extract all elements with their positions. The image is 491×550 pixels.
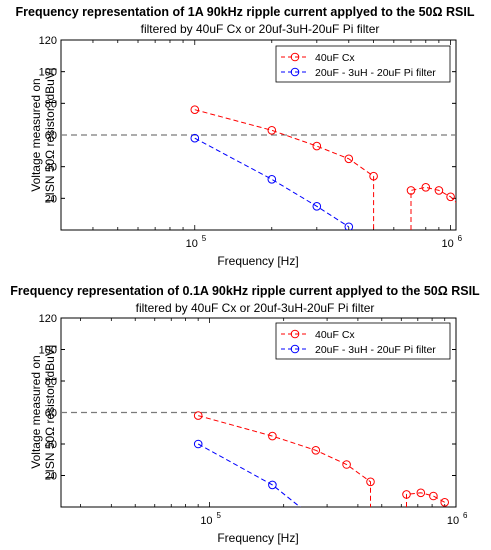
chart-1-legend-blue-marker (290, 67, 300, 77)
data-point (457, 204, 465, 212)
data-point (312, 141, 322, 151)
data-point (476, 212, 484, 220)
chart-1-ylabel-line-1: Voltage measured on (29, 78, 43, 191)
data-point (267, 126, 277, 135)
chart-2-xlabel: Frequency [Hz] (217, 531, 298, 545)
chart-2-legend-series-1: 40uF Cx (315, 329, 355, 341)
series-line (480, 211, 491, 230)
chart-2-ylabel-line-2: LISN 50Ω resistor [dBuV] (43, 345, 57, 479)
chart-1-title: Frequency representation of 1A 90kHz rip… (16, 5, 475, 19)
chart-1-legend-series-2: 20uF - 3uH - 20uF Pi filter (315, 67, 436, 79)
series-group (190, 105, 491, 230)
data-point (190, 133, 200, 143)
chart-1-legend-red-marker (290, 52, 300, 62)
chart-2: Frequency representation of 0.1A 90kHz r… (10, 284, 480, 545)
data-point (366, 477, 375, 487)
data-point (440, 498, 450, 507)
y-tick-label: 100 (39, 67, 57, 79)
data-point (193, 439, 203, 449)
series-line (194, 137, 350, 228)
chart-2-legend-blue-marker (290, 344, 300, 354)
y-tick-label: 20 (45, 193, 57, 205)
series-line (198, 415, 371, 507)
chart-2-marks (61, 411, 456, 507)
y-tick-label: 80 (45, 376, 57, 388)
data-point (369, 171, 378, 181)
x-tick-exponent: 6 (458, 234, 463, 243)
series-line (197, 443, 301, 507)
chart-2-title: Frequency representation of 0.1A 90kHz r… (10, 284, 480, 298)
data-point (416, 488, 426, 498)
y-tick-label: 100 (39, 345, 57, 357)
chart-1-legend-box (275, 45, 451, 83)
data-point (484, 207, 491, 215)
data-point (342, 460, 351, 469)
data-point (429, 491, 438, 501)
chart-2-ylabel-line-1: Voltage measured on (29, 355, 43, 468)
x-tick-label: 10 (447, 515, 459, 527)
data-point (312, 202, 322, 211)
x-tick-label: 10 (200, 515, 212, 527)
data-point (267, 175, 277, 184)
y-tick-label: 40 (45, 162, 57, 174)
y-tick-label: 40 (45, 439, 57, 451)
data-point (406, 186, 416, 195)
chart-2-legend-box (275, 322, 451, 360)
chart-1-ylabel-line-2: LISN 50Ω resistor [dBuV] (43, 68, 57, 202)
x-tick-label: 10 (186, 238, 198, 250)
chart-1: Frequency representation of 1A 90kHz rip… (16, 5, 491, 268)
data-point (311, 446, 321, 455)
series-group (193, 411, 450, 507)
chart-1-xlabel: Frequency [Hz] (217, 254, 298, 268)
chart-1-subtitle: filtered by 40uF Cx or 20uf-3uH-20uF Pi … (141, 22, 380, 36)
data-point (268, 480, 277, 490)
data-point (446, 192, 455, 202)
data-point (344, 154, 354, 164)
x-tick-label: 10 (441, 238, 453, 250)
data-point (344, 222, 354, 230)
chart-2-legend: 40uF Cx 20uF - 3uH - 20uF Pi filter (275, 322, 451, 360)
data-point (268, 431, 277, 441)
chart-2-legend-series-2: 20uF - 3uH - 20uF Pi filter (315, 344, 436, 356)
y-tick-label: 120 (39, 313, 57, 325)
y-tick-label: 20 (45, 471, 57, 483)
series-line (194, 109, 375, 230)
chart-1-legend-series-1: 40uF Cx (315, 52, 355, 64)
data-point (193, 411, 203, 420)
data-point (421, 183, 431, 192)
x-tick-exponent: 5 (202, 234, 207, 243)
x-tick-exponent: 5 (216, 511, 221, 520)
chart-2-legend-red-marker (290, 329, 300, 339)
y-tick-label: 80 (45, 98, 57, 110)
y-tick-label: 60 (45, 408, 57, 420)
data-point (190, 105, 200, 114)
x-tick-exponent: 6 (463, 511, 468, 520)
data-point (402, 490, 411, 499)
chart-2-subtitle: filtered by 40uF Cx or 20uf-3uH-20uF Pi … (136, 301, 375, 315)
data-point (434, 186, 444, 195)
chart-1-legend: 40uF Cx 20uF - 3uH - 20uF Pi filter (275, 45, 451, 83)
y-tick-label: 60 (45, 130, 57, 142)
series-line (410, 186, 456, 230)
chart-1-marks (61, 105, 491, 230)
y-tick-label: 120 (39, 35, 57, 47)
